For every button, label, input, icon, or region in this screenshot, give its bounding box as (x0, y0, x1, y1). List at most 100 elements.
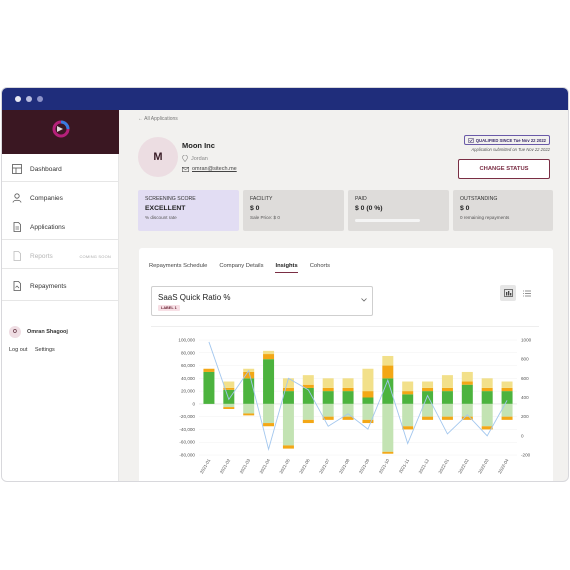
arrow-left-icon: ← (138, 116, 145, 122)
chart-icon (503, 289, 513, 297)
bar-segment (402, 391, 414, 395)
x-axis-tick-label: 2021-02 (219, 458, 232, 475)
brand-logo[interactable] (51, 119, 71, 139)
chevron-down-icon (361, 298, 367, 302)
window-minimize-dot[interactable] (26, 96, 32, 102)
bar-segment (422, 416, 434, 420)
y-axis-tick-label: -40,000 (179, 427, 195, 432)
metric-select[interactable]: SaaS Quick Ratio % LABEL 1 (151, 286, 373, 316)
x-axis-tick-label: 2021-06 (298, 458, 311, 475)
bar-segment (223, 407, 235, 409)
company-avatar: M (138, 137, 178, 177)
y-axis-tick-label: -20,000 (179, 414, 195, 419)
sidebar: Dashboard Companies Applications Reports… (2, 110, 119, 481)
bar-segment (322, 416, 334, 420)
card-value: $ 0 (460, 205, 470, 212)
y2-axis-tick-label: 200 (521, 414, 529, 419)
back-link[interactable]: ← All Applications (138, 116, 178, 122)
sidebar-item-reports: Reports COMING SOON (2, 244, 119, 268)
card-label: OUTSTANDING (460, 196, 498, 202)
bar-segment (342, 416, 354, 420)
bar-segment (402, 381, 414, 392)
location-pin-icon (182, 155, 188, 162)
x-axis-tick-label: 2022-04 (497, 458, 510, 475)
y-axis-tick-label: 100,000 (178, 338, 195, 343)
bar-segment (223, 381, 235, 388)
y-axis-tick-label: -80,000 (179, 453, 195, 458)
bar-segment (422, 387, 434, 392)
sidebar-item-applications[interactable]: Applications (2, 215, 119, 239)
qualified-badge: QUALIFIED SINCE Tue Nov 22 2022 (463, 135, 550, 145)
bar-segment (441, 387, 453, 392)
quick-ratio-chart: 100,000 80,000 60,000 40,000 20,000 0 -20,000 -… (178, 338, 531, 475)
bar-segment (481, 378, 493, 388)
bar-segment (382, 355, 394, 366)
y-axis-tick-label: 80,000 (181, 350, 195, 355)
insights-panel: Repayments Schedule Company Details Insi… (139, 248, 553, 481)
bar-segment (422, 381, 434, 388)
bar-segment (362, 397, 374, 404)
user-icon (11, 192, 23, 204)
logout-link[interactable]: Log out (9, 347, 28, 353)
tab-company-details[interactable]: Company Details (219, 263, 264, 269)
x-axis-tick-label: 2021-11 (398, 458, 411, 475)
y2-axis-tick-label: 600 (521, 376, 529, 381)
sidebar-item-label: Dashboard (30, 165, 62, 173)
window-close-dot[interactable] (15, 96, 21, 102)
company-email[interactable]: omran@sitech.me (182, 166, 237, 172)
check-icon (467, 137, 474, 143)
x-axis-tick-label: 2021-07 (318, 458, 331, 475)
sidebar-item-dashboard[interactable]: Dashboard (2, 157, 119, 181)
bar-segment (322, 391, 334, 404)
divider (2, 239, 119, 240)
bar-segment (382, 378, 394, 404)
table-view-button[interactable] (519, 285, 535, 301)
brand-header (2, 110, 119, 154)
sidebar-item-repayments[interactable]: Repayments (2, 274, 119, 298)
dashboard-icon (11, 163, 23, 175)
bar-segment (282, 387, 294, 392)
bar-segment (481, 391, 493, 404)
divider (2, 268, 119, 269)
bar-segment (203, 371, 215, 404)
bar-segment (362, 368, 374, 392)
settings-link[interactable]: Settings (34, 347, 55, 353)
location-text: Jordan (191, 155, 208, 162)
card-label: FACILITY (250, 196, 273, 202)
x-axis-tick-label: 2021-09 (358, 458, 371, 475)
email-text: omran@sitech.me (192, 166, 237, 172)
tab-cohorts[interactable]: Cohorts (309, 263, 331, 269)
bar-segment (282, 391, 294, 404)
tab-insights[interactable]: Insights (275, 263, 298, 273)
bar-segment (481, 387, 493, 392)
metric-select-value: SaaS Quick Ratio % (158, 293, 231, 302)
sidebar-item-label: Companies (30, 194, 63, 202)
y-axis-tick-label: 0 (192, 401, 195, 406)
chart-view-button[interactable] (500, 285, 516, 301)
card-sub: % discount rate (145, 215, 177, 220)
bar-segment (441, 403, 453, 417)
tab-repayments-schedule[interactable]: Repayments Schedule (149, 263, 208, 269)
bar-segment (501, 387, 513, 392)
y2-axis-tick-label: 0 (521, 433, 524, 438)
bar-segment (322, 387, 334, 392)
bar-segment (422, 391, 434, 404)
bar-segment (441, 375, 453, 388)
bar-segment (461, 416, 473, 420)
user-profile[interactable]: O Omran Shagooj (9, 326, 68, 338)
bar-segment (441, 391, 453, 404)
y-axis-tick-label: 60,000 (181, 363, 195, 368)
paid-progress-bar (355, 219, 420, 222)
bar-segment (263, 350, 275, 355)
change-status-button[interactable]: CHANGE STATUS (458, 159, 550, 179)
y-axis-tick-label: 20,000 (181, 389, 195, 394)
bar-segment (461, 403, 473, 417)
qualified-text: QUALIFIED SINCE Tue Nov 22 2022 (475, 137, 546, 143)
window-maximize-dot[interactable] (37, 96, 43, 102)
bar-segment (362, 403, 374, 420)
avatar: O (9, 326, 21, 338)
x-axis-tick-label: 2021-08 (338, 458, 351, 475)
sidebar-item-companies[interactable]: Companies (2, 186, 119, 210)
x-axis-tick-label: 2021-10 (378, 458, 391, 475)
account-links: Log out Settings (9, 347, 61, 353)
